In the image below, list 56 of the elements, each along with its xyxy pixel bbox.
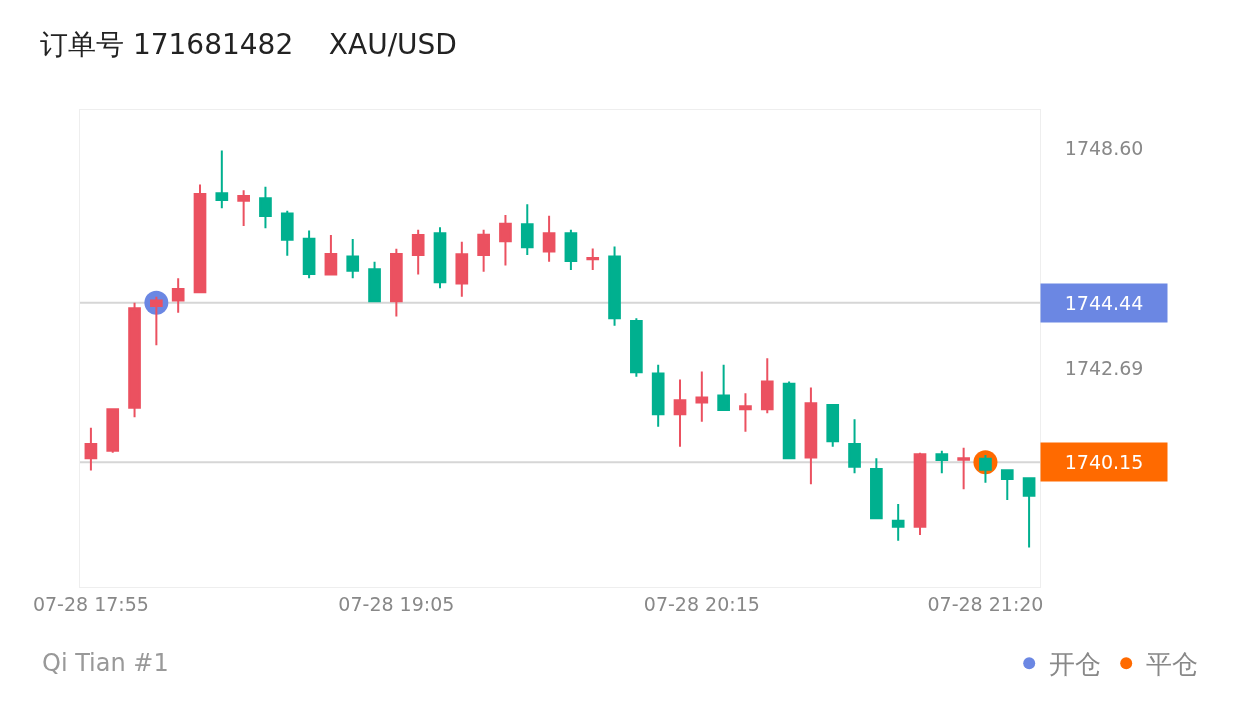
ref-line-label: 1744.44 [1064, 292, 1144, 314]
legend-label: 平仓 [1146, 649, 1199, 680]
candlestick [891, 503, 905, 542]
candlestick [782, 380, 796, 460]
candlestick [935, 449, 949, 475]
x-tick-label: 07-28 17:55 [32, 592, 149, 615]
candlestick [695, 370, 709, 423]
candlestick [368, 260, 381, 303]
candlestick [739, 392, 752, 433]
candlestick [499, 213, 512, 267]
candlestick [280, 209, 294, 257]
candlestick [302, 229, 316, 280]
candlestick [128, 301, 141, 419]
chart-title: 订单号 171681482 XAU/USD [40, 27, 457, 61]
candlestick [259, 185, 272, 230]
candlestick [150, 295, 163, 347]
candlestick [390, 247, 403, 318]
candlestick [957, 446, 970, 491]
candlestick [913, 451, 927, 536]
candlestick [1022, 477, 1036, 549]
x-tick-label: 07-28 19:05 [338, 592, 455, 615]
candlestick [324, 234, 338, 276]
candlestick [564, 228, 578, 271]
candlestick [542, 214, 556, 263]
candlestick [171, 277, 185, 314]
candlestick [411, 228, 425, 276]
text: Qi Tian #1 [42, 649, 169, 677]
candlestick [673, 378, 687, 448]
candlestick [215, 149, 229, 210]
ref-line-label: 1740.15 [1064, 451, 1144, 473]
candlestick [433, 226, 447, 290]
candlestick [804, 386, 818, 486]
x-tick-label: 07-28 21:20 [927, 592, 1044, 615]
candlestick [193, 183, 207, 294]
candlestick [237, 189, 250, 228]
candlestick [608, 245, 621, 327]
legend-label: 开仓 [1049, 649, 1102, 680]
candlestick [630, 317, 643, 378]
candlestick [717, 363, 730, 411]
x-tick-label: 07-28 20:15 [643, 592, 760, 615]
candlestick [346, 238, 360, 280]
candlestick [651, 363, 665, 428]
candlestick [106, 408, 120, 454]
candlestick [826, 404, 840, 448]
y-tick-label: 1742.69 [1064, 356, 1144, 379]
candlestick [760, 357, 774, 415]
candlestick [848, 418, 861, 475]
candlestick [979, 453, 992, 484]
candlestick [477, 228, 490, 273]
candlestick [455, 240, 469, 298]
candlestick [586, 247, 600, 271]
candlestick [1000, 469, 1014, 501]
candlestick [84, 426, 98, 472]
candlestick [870, 457, 883, 520]
candlestick [520, 203, 534, 257]
y-tick-label: 1748.60 [1064, 136, 1144, 159]
